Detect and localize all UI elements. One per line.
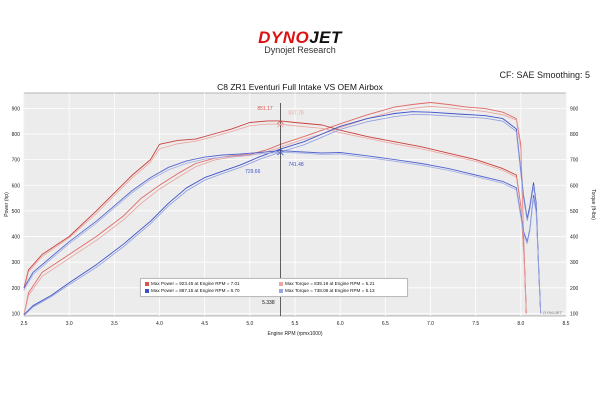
legend-text: Max Torque = 839.19 at Engine RPM = 5.21 (285, 281, 375, 286)
x-axis-label: Engine RPM (rpmx1000) (267, 331, 322, 337)
y-tick-label-right: 700 (570, 158, 579, 164)
legend-item: Max Torque = 839.19 at Engine RPM = 5.21 (279, 281, 375, 287)
dynojet-watermark: DYNOJET (543, 310, 562, 315)
chart-legend: Max Power = 923.45 at Engine RPM = 7.01 M… (140, 278, 408, 297)
y-tick-label-right: 400 (570, 235, 579, 241)
series-line-1 (23, 102, 527, 315)
x-tick-label: 7.5 (472, 321, 479, 327)
y-tick-label-left: 500 (12, 209, 21, 215)
series-line-3 (23, 120, 527, 314)
legend-text: Max Power = 887.15 at Engine RPM = 6.70 (151, 288, 240, 293)
y-tick-label-left: 400 (12, 235, 21, 241)
logo-text-dyno: DYNO (258, 28, 310, 47)
legend-text: Max Torque = 738.08 at Engine RPM = 5.13 (285, 288, 375, 293)
logo-text-jet: JET (309, 28, 342, 47)
y-tick-label-left: 800 (12, 132, 21, 138)
y-tick-label-right: 200 (570, 286, 579, 292)
x-tick-label: 4.0 (156, 321, 163, 327)
cursor-value-label: 851.17 (257, 106, 273, 112)
y-tick-label-left: 300 (12, 260, 21, 266)
x-tick-label: 4.5 (201, 321, 208, 327)
y-tick-label-right: 900 (570, 106, 579, 112)
y-tick-label-left: 700 (12, 158, 21, 164)
correction-factor-label: CF: SAE Smoothing: 5 (499, 70, 590, 80)
y-axis-label-right: Torque (ft-lbs) (590, 189, 596, 220)
cursor-marker (277, 148, 284, 153)
y-tick-label-right: 300 (570, 260, 579, 266)
y-tick-label-left: 900 (12, 106, 21, 112)
series-line-7 (23, 150, 542, 314)
x-tick-label: 6.0 (337, 321, 344, 327)
cursor-value-label: 729.66 (245, 169, 261, 175)
x-tick-label: 2.5 (21, 321, 28, 327)
cursor-value-label: 837.78 (288, 110, 304, 116)
y-tick-label-left: 100 (12, 311, 21, 317)
cursor-value-label: 741.48 (288, 162, 304, 168)
legend-item: Max Power = 887.15 at Engine RPM = 6.70 (145, 288, 240, 294)
y-axis-label-left: Power (hp) (4, 192, 10, 217)
y-tick-label-right: 800 (570, 132, 579, 138)
y-tick-label-right: 600 (570, 183, 579, 189)
x-tick-label: 3.0 (66, 321, 73, 327)
x-tick-label: 5.5 (292, 321, 299, 327)
y-tick-label-right: 500 (570, 209, 579, 215)
series-line-6 (23, 114, 542, 316)
cursor-rpm-label: 5.338 (262, 300, 275, 306)
legend-swatch (145, 281, 149, 286)
y-tick-label-left: 200 (12, 286, 21, 292)
logo-subtitle: Dynojet Research (264, 45, 336, 55)
x-tick-label: 8.0 (517, 321, 524, 327)
cursor-marker (277, 151, 284, 156)
chart-title: C8 ZR1 Eventuri Full Intake VS OEM Airbo… (217, 82, 383, 92)
cursor-marker (277, 120, 284, 125)
series-line-8 (23, 151, 542, 314)
legend-swatch (145, 288, 149, 293)
x-tick-label: 7.0 (427, 321, 434, 327)
legend-text: Max Power = 923.45 at Engine RPM = 7.01 (151, 281, 240, 286)
legend-swatch (279, 288, 283, 293)
x-tick-label: 8.5 (563, 321, 570, 327)
legend-swatch (279, 281, 283, 286)
series-line-2 (23, 105, 527, 316)
x-tick-label: 6.5 (382, 321, 389, 327)
y-tick-label-left: 600 (12, 183, 21, 189)
legend-item: Max Torque = 738.08 at Engine RPM = 5.13 (279, 288, 375, 294)
x-tick-label: 5.0 (246, 321, 253, 327)
y-tick-label-right: 100 (570, 311, 579, 317)
series-line-4 (23, 123, 527, 314)
legend-item: Max Power = 923.45 at Engine RPM = 7.01 (145, 281, 240, 287)
cursor-marker (277, 123, 284, 128)
dynojet-logo: DYNOJET (0, 28, 600, 48)
x-tick-label: 3.5 (111, 321, 118, 327)
